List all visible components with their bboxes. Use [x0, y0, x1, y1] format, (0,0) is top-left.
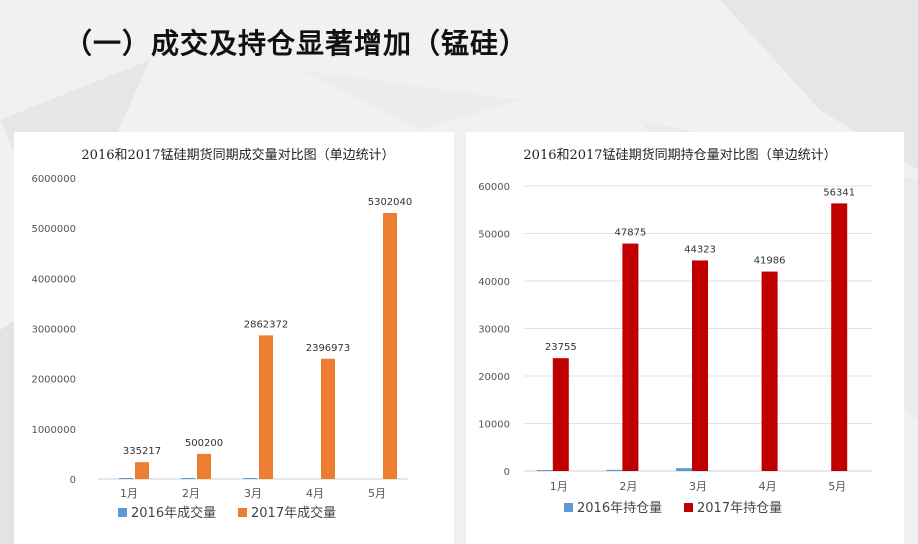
bar [622, 243, 639, 471]
y-tick-label: 0 [70, 475, 76, 486]
volume-chart-title: 2016和2017锰硅期货同期成交量对比图（单边统计） [81, 147, 394, 163]
y-tick-label: 3000000 [31, 325, 76, 336]
y-tick-label: 0 [504, 467, 510, 478]
x-tick-label: 4月 [306, 487, 324, 500]
bar [606, 469, 623, 471]
bar [243, 478, 257, 479]
bar [259, 335, 273, 479]
bar [692, 260, 708, 471]
legend-swatch [238, 508, 247, 517]
open-interest-chart: 2016和2017锰硅期货同期持仓量对比图（单边统计） 0 10000 20000 30… [466, 132, 904, 544]
y-tick-label: 2000000 [31, 375, 76, 386]
data-label: 23755 [545, 342, 577, 353]
x-tick-label: 3月 [244, 487, 262, 500]
legend-label: 2016年成交量 [131, 505, 216, 521]
y-tick-label: 5000000 [31, 224, 76, 235]
data-label: 500200 [185, 438, 223, 449]
x-tick-label: 2月 [619, 480, 637, 493]
y-tick-label: 60000 [478, 182, 510, 193]
y-tick-label: 4000000 [31, 274, 76, 285]
bar [831, 203, 848, 471]
data-label: 335217 [123, 446, 161, 457]
y-tick-label: 30000 [478, 325, 510, 336]
legend-label: 2017年成交量 [251, 505, 336, 521]
legend-swatch [118, 508, 127, 517]
bar [536, 470, 553, 471]
data-label: 2862372 [244, 319, 289, 330]
bar [676, 468, 692, 471]
bar [321, 358, 335, 479]
open-interest-chart-svg: 2016和2017锰硅期货同期持仓量对比图（单边统计） 0 10000 20000 30… [478, 147, 872, 516]
data-label: 41986 [754, 256, 786, 267]
y-tick-label: 10000 [478, 420, 510, 431]
open-interest-chart-title: 2016和2017锰硅期货同期持仓量对比图（单边统计） [523, 147, 836, 163]
legend-label: 2017年持仓量 [697, 501, 782, 516]
legend-label: 2016年持仓量 [577, 501, 662, 516]
x-tick-label: 5月 [368, 487, 386, 500]
y-tick-label: 6000000 [31, 174, 76, 185]
x-tick-label: 2月 [182, 487, 200, 500]
legend-swatch [564, 503, 573, 512]
bar [383, 213, 397, 479]
y-tick-label: 20000 [478, 372, 510, 383]
x-tick-label: 4月 [759, 480, 777, 493]
y-tick-label: 40000 [478, 277, 510, 288]
x-tick-label: 3月 [689, 480, 707, 493]
bar [197, 453, 211, 479]
data-label: 56341 [823, 187, 855, 198]
bar [181, 478, 195, 479]
bar [135, 462, 149, 479]
legend-swatch [684, 503, 693, 512]
x-tick-label: 1月 [120, 487, 138, 500]
data-label: 47875 [614, 228, 646, 239]
x-tick-label: 5月 [828, 480, 846, 493]
data-label: 5302040 [368, 197, 413, 208]
y-tick-label: 50000 [478, 230, 510, 241]
bar [552, 358, 569, 471]
bar [119, 478, 133, 479]
y-tick-label: 1000000 [31, 425, 76, 436]
x-tick-label: 1月 [550, 480, 568, 493]
volume-chart-svg: 2016和2017锰硅期货同期成交量对比图（单边统计） 0 1000000 20000… [31, 147, 413, 521]
bar [761, 271, 778, 471]
data-label: 2396973 [306, 343, 351, 354]
slide-title: （一）成交及持仓显著增加（锰硅） [64, 27, 529, 60]
volume-chart: 2016和2017锰硅期货同期成交量对比图（单边统计） 0 1000000 20000… [14, 132, 454, 544]
data-label: 44323 [684, 244, 716, 255]
